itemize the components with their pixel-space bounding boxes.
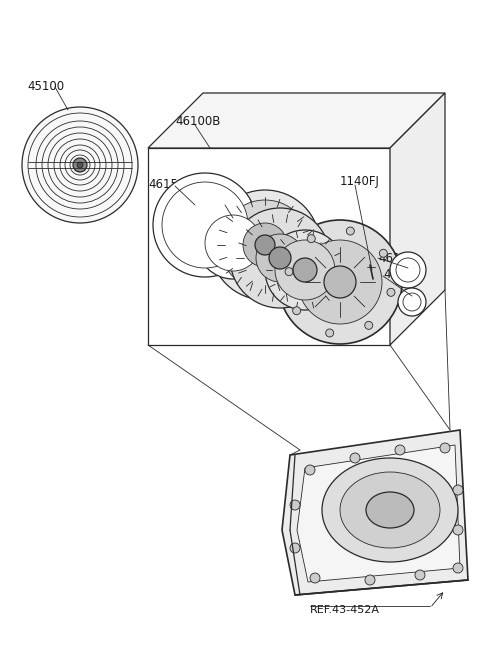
Polygon shape <box>148 93 445 148</box>
Ellipse shape <box>366 492 414 528</box>
Circle shape <box>77 162 83 168</box>
Ellipse shape <box>256 234 304 282</box>
Ellipse shape <box>298 240 382 324</box>
Ellipse shape <box>162 182 248 268</box>
Circle shape <box>325 329 334 337</box>
Ellipse shape <box>322 458 458 562</box>
Ellipse shape <box>269 247 291 269</box>
Circle shape <box>365 321 373 329</box>
Circle shape <box>398 288 426 316</box>
Ellipse shape <box>153 173 257 277</box>
Circle shape <box>290 500 300 510</box>
Ellipse shape <box>275 240 335 300</box>
Text: REF.43-452A: REF.43-452A <box>310 605 380 615</box>
Ellipse shape <box>293 258 317 282</box>
Text: 46100B: 46100B <box>175 115 220 128</box>
Ellipse shape <box>255 235 275 255</box>
Text: 46158: 46158 <box>148 178 185 191</box>
Circle shape <box>347 227 354 235</box>
Text: 45100: 45100 <box>27 80 64 93</box>
Text: 1140FJ: 1140FJ <box>340 175 380 188</box>
Circle shape <box>307 235 315 243</box>
Ellipse shape <box>230 208 330 308</box>
Ellipse shape <box>324 266 356 298</box>
Circle shape <box>73 158 87 172</box>
Polygon shape <box>282 430 468 595</box>
Text: 46159: 46159 <box>378 252 415 265</box>
Circle shape <box>453 525 463 535</box>
Circle shape <box>379 249 387 257</box>
Ellipse shape <box>210 190 320 300</box>
Circle shape <box>290 543 300 553</box>
Ellipse shape <box>243 223 287 267</box>
Ellipse shape <box>197 207 269 279</box>
Circle shape <box>440 443 450 453</box>
Circle shape <box>293 307 300 315</box>
Circle shape <box>387 289 395 297</box>
Ellipse shape <box>340 472 440 548</box>
Text: 46131: 46131 <box>198 197 235 210</box>
Circle shape <box>453 563 463 573</box>
Circle shape <box>310 573 320 583</box>
Circle shape <box>390 252 426 288</box>
Text: 46159: 46159 <box>383 268 420 281</box>
Circle shape <box>453 485 463 495</box>
Ellipse shape <box>205 215 261 271</box>
Ellipse shape <box>265 230 345 310</box>
Circle shape <box>403 293 421 311</box>
Circle shape <box>396 258 420 282</box>
Ellipse shape <box>278 220 402 344</box>
Ellipse shape <box>220 200 310 290</box>
Polygon shape <box>297 445 460 582</box>
Circle shape <box>365 575 375 585</box>
Circle shape <box>22 107 138 223</box>
Circle shape <box>285 268 293 276</box>
Circle shape <box>395 445 405 455</box>
Circle shape <box>350 453 360 463</box>
Polygon shape <box>390 93 445 345</box>
Circle shape <box>415 570 425 580</box>
Circle shape <box>305 465 315 475</box>
